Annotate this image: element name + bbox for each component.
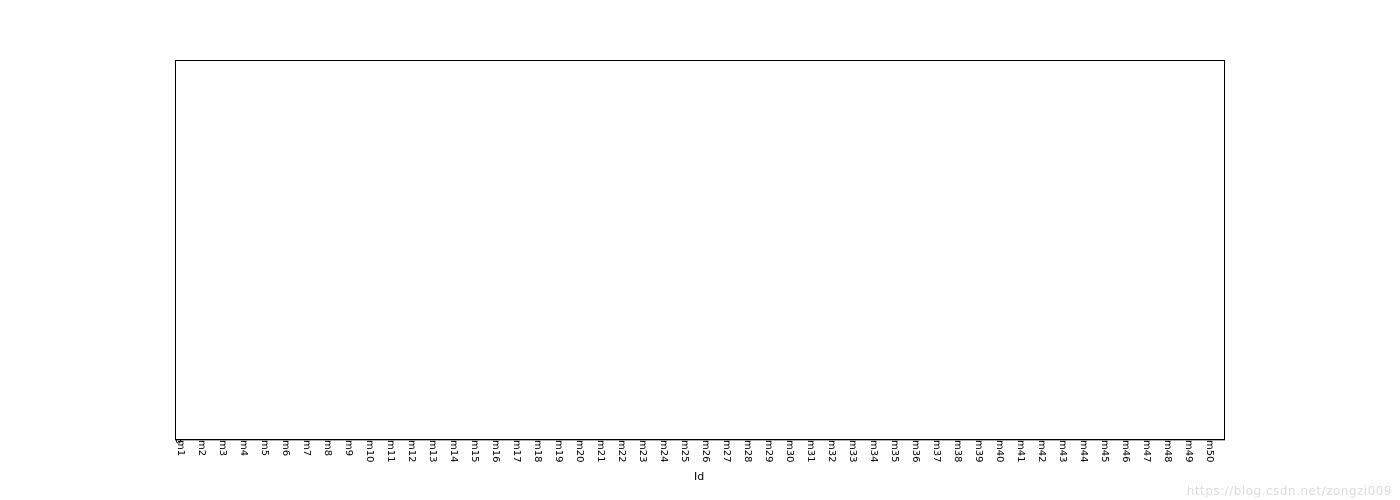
xtick-label: m45 xyxy=(1099,440,1114,462)
xtick-label: m38 xyxy=(952,440,967,462)
xtick-label: m3 xyxy=(217,440,232,456)
xtick-label: m28 xyxy=(742,440,757,462)
xtick-label: m1 xyxy=(175,440,190,456)
xtick-label: m23 xyxy=(637,440,652,462)
xtick-label: m19 xyxy=(553,440,568,462)
xtick-label: m32 xyxy=(826,440,841,462)
xtick-label: m35 xyxy=(889,440,904,462)
xtick-label: m49 xyxy=(1183,440,1198,462)
xtick-label: m10 xyxy=(364,440,379,462)
xtick-label: m24 xyxy=(658,440,673,462)
watermark: https://blog.csdn.net/zongzi009 xyxy=(1187,484,1392,498)
xtick-label: m37 xyxy=(931,440,946,462)
xtick-label: m14 xyxy=(448,440,463,462)
xtick-label: m47 xyxy=(1141,440,1156,462)
xtick-label: m6 xyxy=(280,440,295,456)
xtick-label: m43 xyxy=(1057,440,1072,462)
xtick-label: m42 xyxy=(1036,440,1051,462)
xtick-label: m15 xyxy=(469,440,484,462)
xtick-label: m39 xyxy=(973,440,988,462)
xtick-label: m11 xyxy=(385,440,400,462)
xtick-label: m12 xyxy=(406,440,421,462)
xtick-label: m33 xyxy=(847,440,862,462)
xtick-label: m27 xyxy=(721,440,736,462)
xtick-label: m5 xyxy=(259,440,274,456)
xtick-label: m40 xyxy=(994,440,1009,462)
xtick-label: m31 xyxy=(805,440,820,462)
x-axis-label: Id xyxy=(694,470,704,483)
xtick-label: m30 xyxy=(784,440,799,462)
xtick-label: m13 xyxy=(427,440,442,462)
xtick-label: m9 xyxy=(343,440,358,456)
xtick-label: m36 xyxy=(910,440,925,462)
xtick-label: m41 xyxy=(1015,440,1030,462)
xtick-label: m20 xyxy=(574,440,589,462)
xtick-label: m4 xyxy=(238,440,253,456)
xtick-label: m29 xyxy=(763,440,778,462)
xtick-label: m7 xyxy=(301,440,316,456)
plot-area xyxy=(175,60,1225,440)
xtick-label: m44 xyxy=(1078,440,1093,462)
xtick-label: m18 xyxy=(532,440,547,462)
xtick-label: m48 xyxy=(1162,440,1177,462)
xtick-label: m26 xyxy=(700,440,715,462)
xtick-label: m8 xyxy=(322,440,337,456)
xtick-label: m17 xyxy=(511,440,526,462)
xtick-label: m46 xyxy=(1120,440,1135,462)
xtick-label: m34 xyxy=(868,440,883,462)
xtick-label: m25 xyxy=(679,440,694,462)
xtick-label: m16 xyxy=(490,440,505,462)
xtick-label: m22 xyxy=(616,440,631,462)
stacked-bar-chart: 050100150200m1m2m3m4m5m6m7m8m9m10m11m12m… xyxy=(0,0,1400,500)
xtick-label: m21 xyxy=(595,440,610,462)
xtick-label: m50 xyxy=(1204,440,1219,462)
xtick-label: m2 xyxy=(196,440,211,456)
